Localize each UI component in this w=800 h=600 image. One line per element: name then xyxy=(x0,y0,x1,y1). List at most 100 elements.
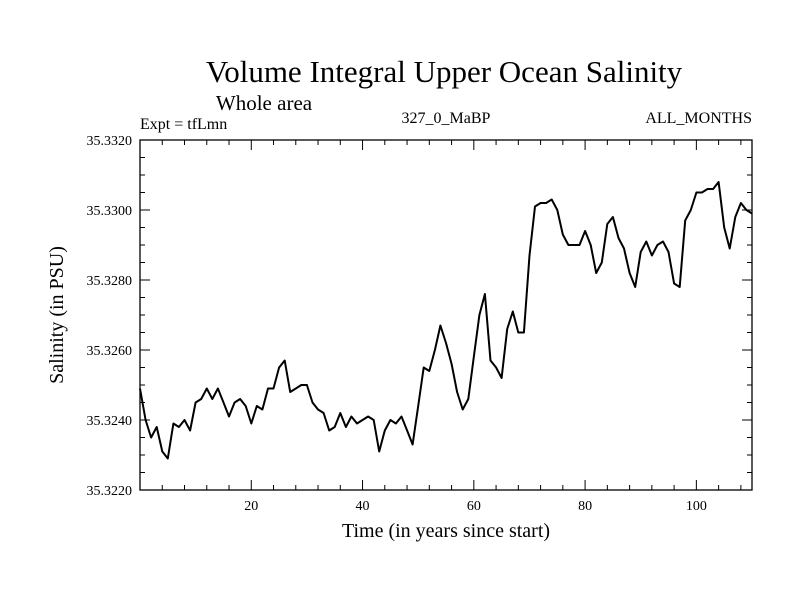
data-point xyxy=(167,458,169,460)
data-point xyxy=(584,230,586,232)
data-point xyxy=(562,234,564,236)
data-point xyxy=(378,451,380,453)
plot-axes xyxy=(139,139,753,491)
data-point xyxy=(211,398,213,400)
x-tick-label: 20 xyxy=(244,499,258,514)
data-point xyxy=(556,209,558,211)
data-point xyxy=(606,223,608,225)
data-point xyxy=(467,398,469,400)
data-point xyxy=(712,188,714,190)
chart-subtitle: Whole area xyxy=(216,91,313,115)
data-point xyxy=(145,419,147,421)
data-point xyxy=(273,388,275,390)
data-point xyxy=(234,402,236,404)
data-point xyxy=(695,192,697,194)
data-point xyxy=(161,451,163,453)
data-point xyxy=(495,367,497,369)
x-axis-label: Time (in years since start) xyxy=(342,520,550,542)
y-tick-label: 35.3240 xyxy=(87,414,133,429)
x-tick-label: 40 xyxy=(356,499,370,514)
y-axis-label: Salinity (in PSU) xyxy=(46,246,68,384)
data-point xyxy=(718,181,720,183)
data-point xyxy=(417,405,419,407)
data-point xyxy=(256,405,258,407)
data-point xyxy=(623,248,625,250)
data-point xyxy=(184,419,186,421)
data-point xyxy=(423,367,425,369)
data-point xyxy=(662,241,664,243)
x-tick-label: 100 xyxy=(686,499,707,514)
data-point xyxy=(673,283,675,285)
data-point xyxy=(312,402,314,404)
data-point xyxy=(261,409,263,411)
data-point xyxy=(284,360,286,362)
data-point xyxy=(723,227,725,229)
data-point xyxy=(223,402,225,404)
y-tick-labels: 35.3220 35.3240 35.3260 35.3280 35.3300 35.33… xyxy=(87,134,133,499)
data-point xyxy=(439,325,441,327)
data-point xyxy=(618,237,620,239)
data-point xyxy=(734,216,736,218)
data-point xyxy=(434,349,436,351)
data-point xyxy=(206,388,208,390)
data-point xyxy=(317,409,319,411)
data-point xyxy=(634,286,636,288)
data-point xyxy=(729,248,731,250)
data-point xyxy=(300,384,302,386)
data-point xyxy=(506,328,508,330)
data-point xyxy=(462,409,464,411)
data-point xyxy=(401,416,403,418)
data-point xyxy=(612,216,614,218)
y-tick-label: 35.3280 xyxy=(87,274,133,289)
data-point xyxy=(579,244,581,246)
data-point xyxy=(295,388,297,390)
data-point xyxy=(306,384,308,386)
data-point xyxy=(751,213,753,215)
experiment-label: Expt = tfLmn xyxy=(140,116,227,133)
data-point xyxy=(406,430,408,432)
data-point xyxy=(267,388,269,390)
data-point xyxy=(323,412,325,414)
data-point xyxy=(590,244,592,246)
data-point xyxy=(707,188,709,190)
data-point xyxy=(172,423,174,425)
data-point xyxy=(339,412,341,414)
data-point xyxy=(690,209,692,211)
data-point xyxy=(534,206,536,208)
data-point xyxy=(278,367,280,369)
data-point xyxy=(473,356,475,358)
data-point xyxy=(156,426,158,428)
data-point xyxy=(451,363,453,365)
data-point xyxy=(501,377,503,379)
data-point xyxy=(345,426,347,428)
data-point xyxy=(362,419,364,421)
y-tick-label: 35.3260 xyxy=(87,344,133,359)
data-point xyxy=(350,416,352,418)
data-point xyxy=(701,192,703,194)
data-point xyxy=(445,342,447,344)
data-point xyxy=(239,398,241,400)
data-point xyxy=(412,444,414,446)
data-point xyxy=(289,391,291,393)
data-point xyxy=(195,402,197,404)
data-point xyxy=(428,370,430,372)
data-point xyxy=(517,332,519,334)
months-label: ALL_MONTHS xyxy=(645,110,752,127)
data-point xyxy=(740,202,742,204)
data-point xyxy=(328,430,330,432)
data-point xyxy=(640,251,642,253)
data-point xyxy=(651,255,653,257)
data-point xyxy=(373,419,375,421)
data-point xyxy=(217,388,219,390)
data-point xyxy=(656,244,658,246)
data-point xyxy=(356,423,358,425)
data-point xyxy=(629,272,631,274)
x-tick-label: 60 xyxy=(467,499,481,514)
data-point xyxy=(139,388,141,390)
y-tick-label: 35.3220 xyxy=(87,484,133,499)
data-point xyxy=(745,209,747,211)
data-point xyxy=(551,199,553,201)
data-point xyxy=(228,416,230,418)
data-point xyxy=(529,255,531,257)
